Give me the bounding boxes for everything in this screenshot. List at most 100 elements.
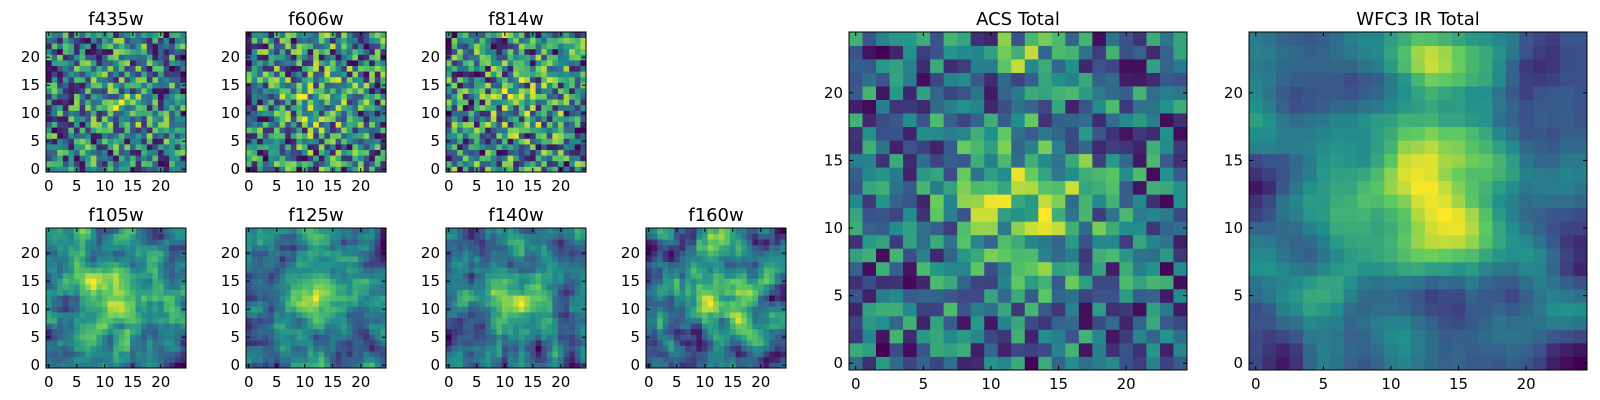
heatmap-cell xyxy=(502,345,508,352)
heatmap-cell xyxy=(1024,261,1039,276)
heatmap-cell xyxy=(279,323,286,330)
heatmap-cell xyxy=(257,166,264,173)
heatmap-cell xyxy=(657,340,664,346)
heatmap-cell xyxy=(85,278,92,285)
heatmap-cell xyxy=(1105,194,1120,209)
heatmap-cell xyxy=(68,37,75,44)
heatmap-cell xyxy=(285,160,292,167)
heatmap-cell xyxy=(970,275,985,290)
heatmap-cell xyxy=(51,334,58,341)
heatmap-cell xyxy=(358,267,364,274)
heatmap-cell xyxy=(451,233,458,240)
heatmap-cell xyxy=(358,312,364,318)
heatmap-cell xyxy=(96,88,103,94)
heatmap-cell xyxy=(102,110,108,117)
heatmap-cell xyxy=(285,149,292,156)
heatmap-cell xyxy=(535,356,542,363)
heatmap-cell xyxy=(446,312,452,318)
heatmap-cell xyxy=(130,289,136,296)
heatmap-cell xyxy=(916,221,931,236)
heatmap-cell xyxy=(574,116,581,122)
heatmap-cell xyxy=(363,250,370,257)
heatmap-cell xyxy=(569,132,576,139)
heatmap-cell xyxy=(1065,342,1080,357)
heatmap-cell xyxy=(330,132,336,139)
heatmap-cell xyxy=(174,345,181,352)
heatmap-cell xyxy=(302,127,308,134)
heatmap-cell xyxy=(335,138,342,145)
heatmap-cell xyxy=(524,272,531,279)
heatmap-cell xyxy=(1159,275,1174,290)
heatmap-cell xyxy=(651,289,658,296)
heatmap-cell xyxy=(651,256,658,262)
heatmap-cell xyxy=(90,88,97,94)
heatmap-cell xyxy=(290,110,297,117)
heatmap-cell xyxy=(479,82,486,89)
heatmap-cell xyxy=(541,233,548,240)
heatmap-cell xyxy=(369,93,376,100)
heatmap-cell xyxy=(268,256,275,262)
heatmap-cell xyxy=(369,334,376,341)
heatmap-cell xyxy=(68,306,75,313)
heatmap-cell xyxy=(130,345,136,352)
heatmap-cell xyxy=(496,110,503,117)
heatmap-cell xyxy=(124,71,131,78)
heatmap-cell xyxy=(268,345,275,352)
heatmap-cell xyxy=(118,278,125,285)
heatmap-cell xyxy=(285,272,292,279)
heatmap-cell xyxy=(307,104,314,111)
heatmap-cell xyxy=(997,234,1012,249)
heatmap-cell xyxy=(274,250,280,257)
heatmap-cell xyxy=(141,356,148,363)
heatmap-cell xyxy=(718,228,725,234)
heatmap-cell xyxy=(530,60,536,66)
heatmap-cell xyxy=(180,267,187,274)
heatmap-cell xyxy=(984,275,999,290)
heatmap-cell xyxy=(580,267,587,274)
heatmap-cell xyxy=(746,334,753,341)
heatmap-cell xyxy=(446,104,452,111)
heatmap-cell xyxy=(285,323,292,330)
heatmap-cell xyxy=(352,267,359,274)
heatmap-cell xyxy=(51,295,58,302)
heatmap-cell xyxy=(285,116,292,122)
heatmap-cell xyxy=(358,244,364,251)
heatmap-cell xyxy=(541,127,548,134)
heatmap-cell xyxy=(713,244,720,251)
heatmap-cell xyxy=(62,289,69,296)
heatmap-cell xyxy=(876,194,890,209)
heatmap-cell xyxy=(335,116,342,122)
heatmap-cell xyxy=(451,351,458,358)
heatmap-cell xyxy=(468,127,475,134)
heatmap-cell xyxy=(524,328,531,335)
heatmap-cell xyxy=(903,207,917,222)
heatmap-cell xyxy=(90,362,97,369)
y-tick-label: 10 xyxy=(21,300,40,318)
heatmap-cell xyxy=(713,278,720,285)
heatmap-cell xyxy=(251,306,258,313)
heatmap-cell xyxy=(135,149,142,156)
heatmap-cell xyxy=(130,323,136,330)
heatmap-cell xyxy=(46,300,52,307)
heatmap-cell xyxy=(102,312,108,318)
heatmap-cell xyxy=(507,88,514,94)
x-tick-label: 10 xyxy=(695,373,714,391)
heatmap-cell xyxy=(552,289,559,296)
heatmap-cell xyxy=(518,43,525,50)
heatmap-cell xyxy=(152,121,159,128)
heatmap-cell xyxy=(569,138,576,145)
heatmap-cell xyxy=(85,295,92,302)
heatmap-cell xyxy=(46,71,52,78)
y-tick-label: 10 xyxy=(621,300,640,318)
heatmap-cell xyxy=(662,345,669,352)
heatmap-cell xyxy=(302,272,308,279)
heatmap-cell xyxy=(876,180,890,195)
heatmap-cell xyxy=(1092,302,1107,317)
heatmap-cell xyxy=(474,60,480,66)
heatmap-cell xyxy=(102,306,108,313)
heatmap-cell xyxy=(580,48,587,55)
heatmap-cell xyxy=(474,132,480,139)
heatmap-cell xyxy=(285,144,292,150)
heatmap-cell xyxy=(262,132,269,139)
heatmap-cell xyxy=(490,356,497,363)
